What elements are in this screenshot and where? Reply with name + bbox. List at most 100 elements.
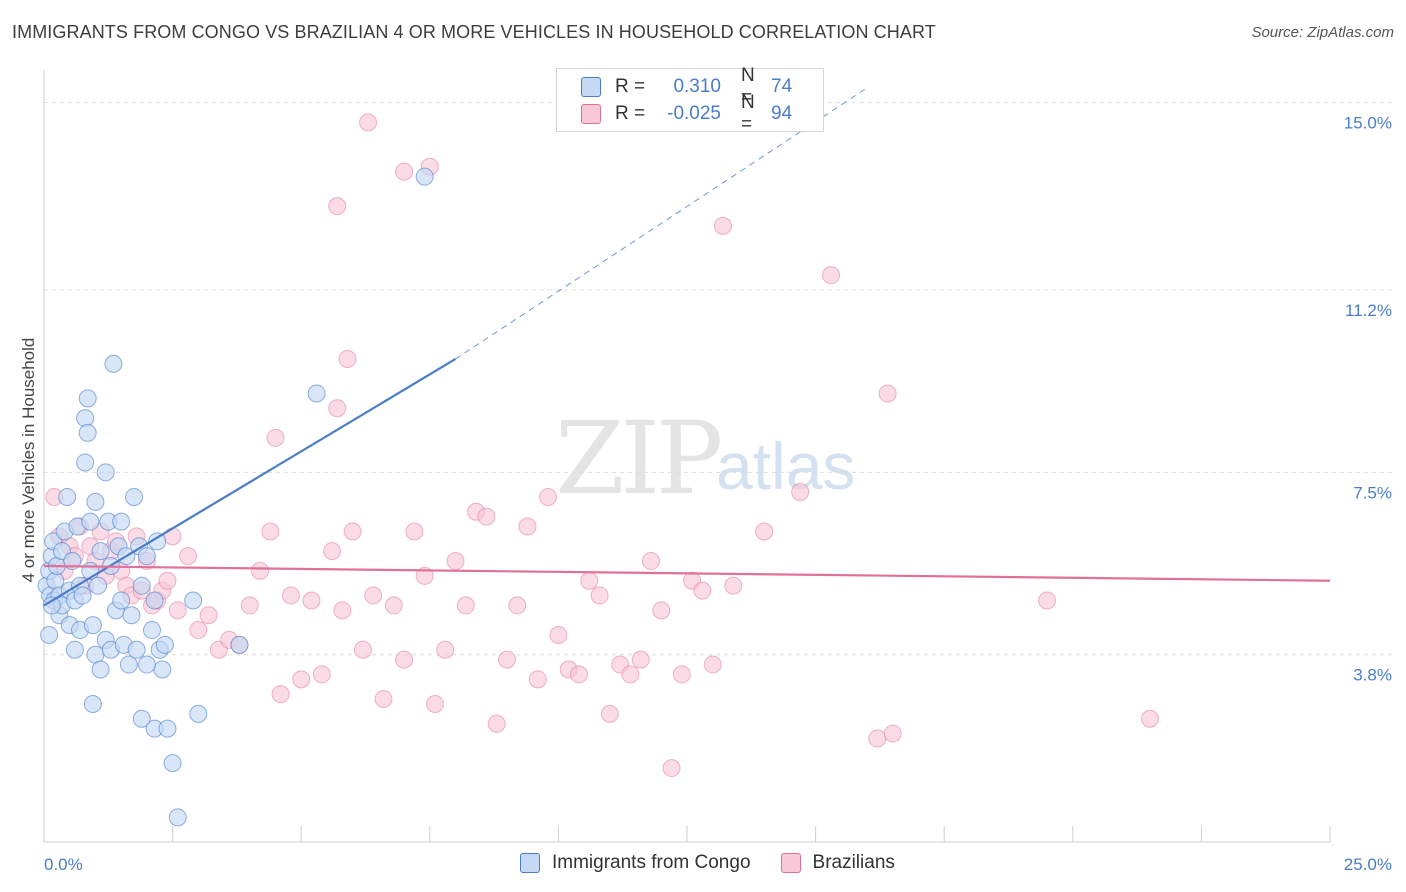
congo-point xyxy=(73,586,92,605)
congo-point xyxy=(125,487,144,506)
legend-row-congo: R = 0.310 N = 74 xyxy=(581,65,793,108)
congo-point xyxy=(40,625,59,644)
congo-point xyxy=(65,640,84,659)
brazilian-point xyxy=(405,522,424,541)
brazilian-point xyxy=(590,586,609,605)
brazilian-point xyxy=(271,685,290,704)
congo-point xyxy=(137,547,156,566)
brazilian-point xyxy=(662,759,681,778)
brazilian-point xyxy=(158,571,177,590)
congo-point xyxy=(112,512,131,531)
brazilian-point xyxy=(415,566,434,585)
brazilian-point xyxy=(323,542,342,561)
congo-point xyxy=(104,354,123,373)
brazilian-point xyxy=(549,625,568,644)
grid-lines xyxy=(44,102,1392,656)
congo-point xyxy=(148,532,167,551)
brazilian-point xyxy=(199,606,218,625)
congo-point xyxy=(163,754,182,773)
congo-point xyxy=(83,694,102,713)
brazilian-point xyxy=(292,670,311,689)
trend-lines xyxy=(43,87,1331,607)
congo-point xyxy=(42,596,61,615)
brazilians-trend-line xyxy=(43,564,1331,582)
brazilian-point xyxy=(251,561,270,580)
congo-point xyxy=(58,487,77,506)
legend-item-congo[interactable]: Immigrants from Congo xyxy=(520,852,751,874)
brazilian-point xyxy=(497,650,516,669)
legend-n-value: 74 xyxy=(771,76,793,97)
brazilian-point xyxy=(724,576,743,595)
congo-point xyxy=(76,453,95,472)
brazilian-point xyxy=(600,704,619,723)
congo-point xyxy=(153,660,172,679)
brazilian-point xyxy=(240,596,259,615)
congo-point xyxy=(132,709,151,728)
axes xyxy=(43,70,1331,843)
brazilian-point xyxy=(477,507,496,526)
brazilian-point xyxy=(374,690,393,709)
brazilian-point xyxy=(364,586,383,605)
brazilian-point xyxy=(528,670,547,689)
watermark-atlas: atlas xyxy=(716,429,856,503)
legend-label-brazilians: Brazilians xyxy=(812,852,895,873)
brazilian-point xyxy=(384,596,403,615)
legend-swatch-pink xyxy=(581,104,601,124)
watermark-zip: ZIP xyxy=(555,400,723,517)
legend-swatch-blue xyxy=(520,853,540,873)
brazilian-point xyxy=(883,724,902,743)
brazilian-point xyxy=(1038,591,1057,610)
congo-point xyxy=(122,606,141,625)
y-tick-label: 7.5% xyxy=(1353,483,1392,502)
congo-point xyxy=(96,463,115,482)
brazilian-point xyxy=(343,522,362,541)
legend-r-label: R = xyxy=(615,103,646,124)
legend-swatch-pink xyxy=(780,853,801,873)
correlation-legend: R = 0.310 N = 74 R = -0.025 N = 94 xyxy=(556,65,824,135)
brazilian-point xyxy=(878,384,897,403)
congo-point xyxy=(119,655,138,674)
congo-point xyxy=(81,512,100,531)
brazilian-point xyxy=(395,650,414,669)
congo-point xyxy=(415,167,434,186)
congo-trend-line xyxy=(43,358,457,607)
brazilian-point xyxy=(425,694,444,713)
brazilian-point xyxy=(487,714,506,733)
y-tick-label: 11.2% xyxy=(1345,301,1392,320)
legend-label-congo: Immigrants from Congo xyxy=(552,852,751,873)
brazilian-point xyxy=(168,601,187,620)
x-tick-label-max: 25.0% xyxy=(1344,855,1392,874)
brazilian-point xyxy=(333,601,352,620)
brazilian-point xyxy=(179,547,198,566)
brazilian-point xyxy=(281,586,300,605)
y-tick-label: 3.8% xyxy=(1353,666,1392,685)
congo-point xyxy=(168,808,187,827)
congo-point xyxy=(189,704,208,723)
congo-points xyxy=(37,167,434,827)
brazilian-point xyxy=(755,522,774,541)
legend-item-brazilians[interactable]: Brazilians xyxy=(780,852,895,874)
brazilian-point xyxy=(652,601,671,620)
legend-n-label: N = xyxy=(741,65,755,108)
source-label: Source: ZipAtlas.com xyxy=(1251,24,1394,41)
congo-point xyxy=(137,655,156,674)
legend-r-value: 0.310 xyxy=(673,76,721,97)
brazilian-point xyxy=(539,487,558,506)
congo-point xyxy=(307,384,326,403)
brazilian-point xyxy=(508,596,527,615)
congo-point xyxy=(143,621,162,640)
brazilian-point xyxy=(353,640,372,659)
legend-r-label: R = xyxy=(615,76,646,97)
brazilian-point xyxy=(446,552,465,571)
brazilian-point xyxy=(163,527,182,546)
legend-r-value: -0.025 xyxy=(667,103,721,124)
chart-title: IMMIGRANTS FROM CONGO VS BRAZILIAN 4 OR … xyxy=(12,22,936,42)
congo-point xyxy=(91,542,110,561)
congo-point xyxy=(86,492,105,511)
congo-point xyxy=(89,576,108,595)
congo-point xyxy=(91,660,110,679)
brazilian-point xyxy=(189,621,208,640)
brazilian-point xyxy=(1140,709,1159,728)
congo-point xyxy=(158,719,177,738)
